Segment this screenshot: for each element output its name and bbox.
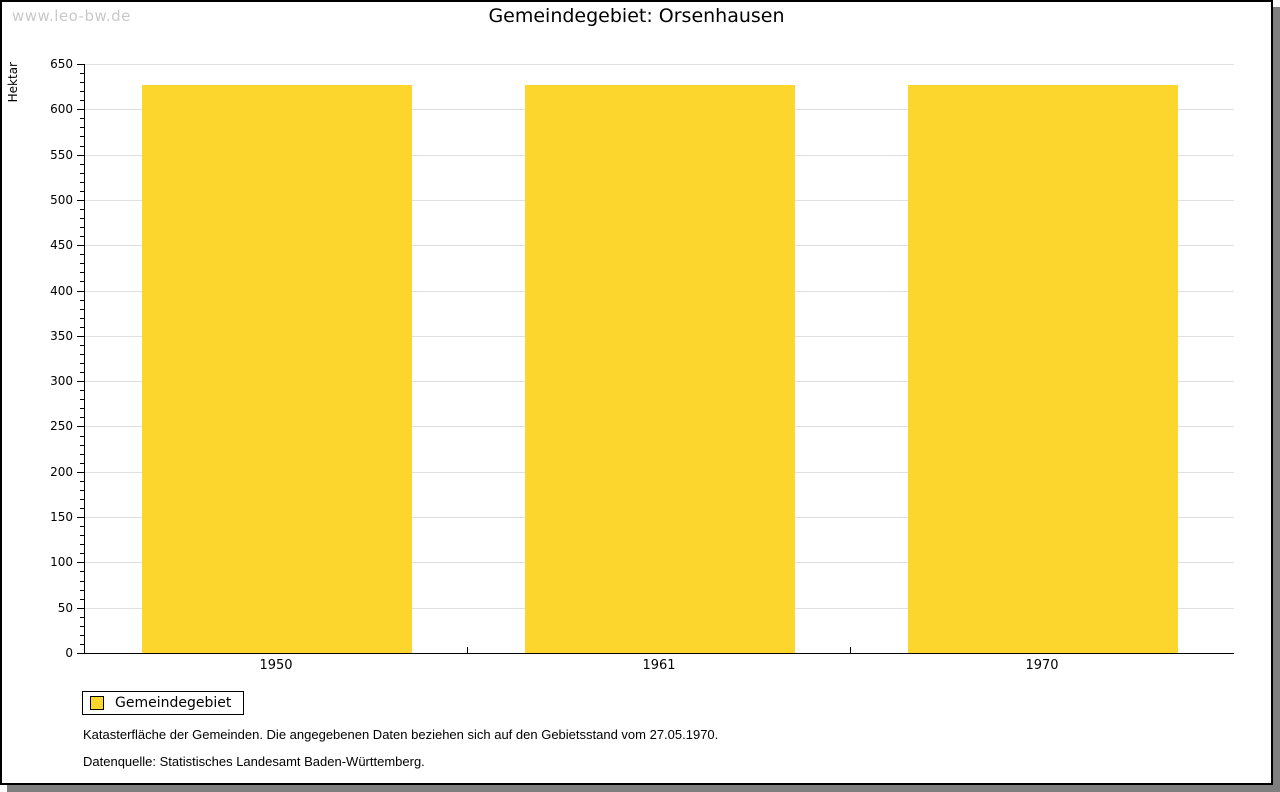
y-minor-tick (80, 191, 84, 192)
chart-title: Gemeindegebiet: Orsenhausen (488, 5, 785, 27)
y-minor-tick (80, 300, 84, 301)
y-major-tick (77, 109, 84, 110)
watermark: www.leo-bw.de (12, 7, 131, 25)
y-minor-tick (80, 182, 84, 183)
legend-label: Gemeindegebiet (115, 695, 232, 711)
y-major-tick (77, 64, 84, 65)
bar-1961 (525, 85, 795, 653)
y-minor-tick (80, 408, 84, 409)
footnote: Katasterfläche der Gemeinden. Die angege… (83, 727, 719, 742)
y-major-tick (77, 155, 84, 156)
y-minor-tick (80, 363, 84, 364)
y-tick-label: 300 (50, 374, 73, 388)
y-minor-tick (80, 454, 84, 455)
y-tick-label: 350 (50, 329, 73, 343)
y-minor-tick (80, 508, 84, 509)
y-major-tick (77, 472, 84, 473)
y-minor-tick (80, 463, 84, 464)
y-minor-tick (80, 118, 84, 119)
y-minor-tick (80, 581, 84, 582)
y-minor-tick (80, 390, 84, 391)
y-minor-tick (80, 399, 84, 400)
y-minor-tick (80, 626, 84, 627)
y-major-tick (77, 608, 84, 609)
y-tick-label: 50 (57, 601, 73, 615)
y-minor-tick (80, 417, 84, 418)
y-minor-tick (80, 146, 84, 147)
x-axis-label: 1970 (1025, 658, 1059, 673)
y-tick-label: 500 (50, 193, 73, 207)
y-minor-tick (80, 272, 84, 273)
y-major-tick (77, 381, 84, 382)
y-minor-tick (80, 318, 84, 319)
y-minor-tick (80, 164, 84, 165)
y-tick-label: 550 (50, 148, 73, 162)
bar-1970 (908, 85, 1178, 653)
y-major-tick (77, 291, 84, 292)
y-tick-label: 100 (50, 555, 73, 569)
y-major-tick (77, 517, 84, 518)
y-major-tick (77, 653, 84, 654)
y-minor-tick (80, 82, 84, 83)
bar-1950 (142, 85, 412, 653)
source-note: Datenquelle: Statistisches Landesamt Bad… (83, 754, 425, 769)
y-minor-tick (80, 236, 84, 237)
y-minor-tick (80, 73, 84, 74)
y-minor-tick (80, 617, 84, 618)
x-axis-label: 1950 (259, 658, 293, 673)
y-minor-tick (80, 354, 84, 355)
y-major-tick (77, 426, 84, 427)
x-separator-tick (850, 647, 851, 653)
y-minor-tick (80, 490, 84, 491)
y-minor-tick (80, 327, 84, 328)
y-major-tick (77, 562, 84, 563)
y-tick-label: 400 (50, 284, 73, 298)
y-tick-label: 200 (50, 465, 73, 479)
x-separator-tick (467, 647, 468, 653)
y-minor-tick (80, 309, 84, 310)
y-minor-tick (80, 136, 84, 137)
y-minor-tick (80, 590, 84, 591)
y-tick-label: 250 (50, 419, 73, 433)
y-minor-tick (80, 127, 84, 128)
y-minor-tick (80, 91, 84, 92)
y-minor-tick (80, 345, 84, 346)
y-tick-label: 600 (50, 102, 73, 116)
y-tick-label: 650 (50, 57, 73, 71)
y-major-tick (77, 245, 84, 246)
y-minor-tick (80, 218, 84, 219)
y-tick-label: 0 (65, 646, 73, 660)
y-tick-label: 150 (50, 510, 73, 524)
y-minor-tick (80, 535, 84, 536)
y-minor-tick (80, 173, 84, 174)
y-minor-tick (80, 544, 84, 545)
legend-swatch-icon (90, 696, 104, 710)
x-axis-label: 1961 (642, 658, 676, 673)
y-minor-tick (80, 481, 84, 482)
y-minor-tick (80, 227, 84, 228)
y-tick-label: 450 (50, 238, 73, 252)
y-minor-tick (80, 254, 84, 255)
grid-line (85, 64, 1234, 65)
y-minor-tick (80, 372, 84, 373)
y-minor-tick (80, 635, 84, 636)
y-minor-tick (80, 644, 84, 645)
y-minor-tick (80, 445, 84, 446)
y-minor-tick (80, 281, 84, 282)
y-axis-title: Hektar (6, 62, 20, 103)
y-minor-tick (80, 526, 84, 527)
legend: Gemeindegebiet (82, 691, 245, 715)
y-minor-tick (80, 100, 84, 101)
y-minor-tick (80, 571, 84, 572)
y-major-tick (77, 200, 84, 201)
y-major-tick (77, 336, 84, 337)
y-minor-tick (80, 263, 84, 264)
y-minor-tick (80, 599, 84, 600)
y-minor-tick (80, 436, 84, 437)
plot-area (84, 64, 1234, 654)
y-minor-tick (80, 553, 84, 554)
y-minor-tick (80, 209, 84, 210)
y-minor-tick (80, 499, 84, 500)
